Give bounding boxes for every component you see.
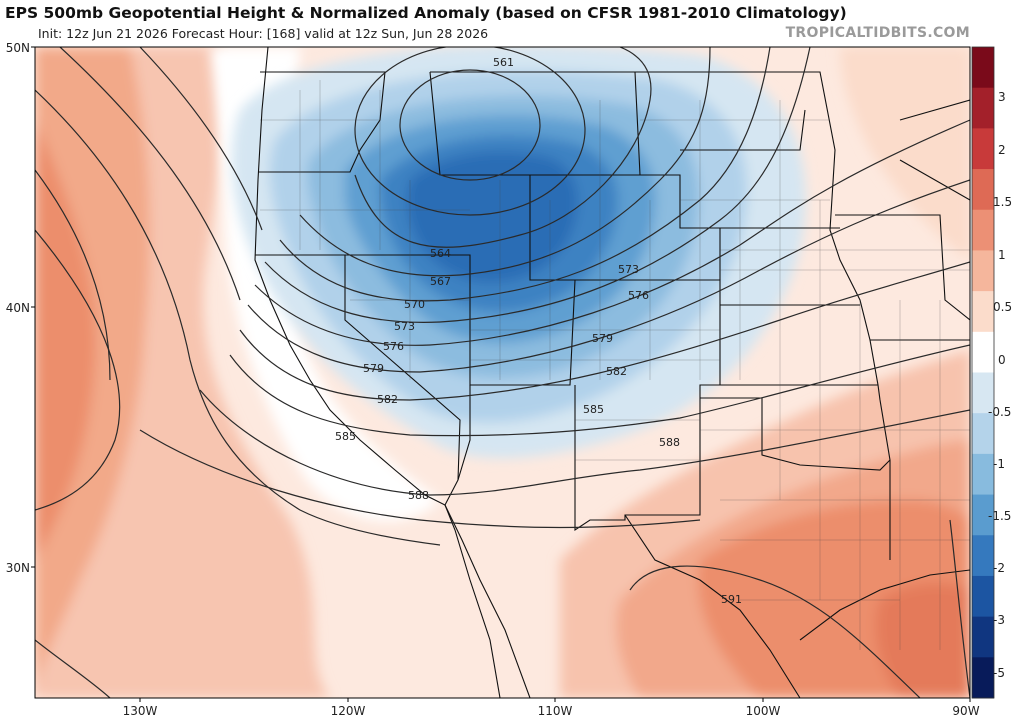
contour-label: 579 <box>363 362 384 375</box>
colorbar-segment <box>972 331 994 373</box>
height-contours <box>35 47 970 698</box>
colorbar-tick: -2 <box>993 561 1005 575</box>
contour-label: 582 <box>606 365 627 378</box>
colorbar-segment <box>972 87 994 129</box>
colorbar-segment <box>972 657 994 699</box>
colorbar-tick: 1 <box>998 248 1006 262</box>
contour-label: 582 <box>377 393 398 406</box>
map-title: EPS 500mb Geopotential Height & Normaliz… <box>5 4 847 22</box>
colorbar-segment <box>972 616 994 658</box>
contour-label: 573 <box>618 263 639 276</box>
colorbar-segment <box>972 128 994 170</box>
colorbar-segment <box>972 575 994 618</box>
colorbar-tick: -0.5 <box>988 405 1011 419</box>
colorbar-tick: 0.5 <box>993 300 1012 314</box>
contour-label: 588 <box>408 489 429 502</box>
colorbar-tick: -3 <box>993 613 1005 627</box>
colorbar-segment <box>972 169 994 211</box>
colorbar-tick: 1.5 <box>993 195 1012 209</box>
county-lines <box>260 80 970 650</box>
colorbar-tick: -1 <box>993 457 1005 471</box>
negative-anomaly <box>231 47 806 459</box>
lon-label-90w: 90W <box>952 704 979 718</box>
colorbar-segment <box>972 209 994 251</box>
colorbar-segment <box>972 494 994 536</box>
contour-label: 573 <box>394 320 415 333</box>
colorbar-segment <box>972 535 994 577</box>
colorbar <box>971 46 995 699</box>
lon-label-100w: 100W <box>746 704 781 718</box>
contour-label: 564 <box>430 247 451 260</box>
colorbar-frame <box>971 46 995 699</box>
lat-label-30n: 30N <box>6 561 30 575</box>
colorbar-segment <box>972 250 994 292</box>
map-subtitle: Init: 12z Jun 21 2026 Forecast Hour: [16… <box>38 26 489 41</box>
colorbar-tick: 3 <box>998 90 1006 104</box>
colorbar-segment <box>972 291 994 333</box>
contour-label: 570 <box>404 298 425 311</box>
contour-label: 588 <box>659 436 680 449</box>
colorbar-tick: -1.5 <box>988 509 1011 523</box>
colorbar-tick: -5 <box>993 666 1005 680</box>
brand-watermark: TROPICALTIDBITS.COM <box>785 25 970 41</box>
anomaly-field <box>35 47 970 698</box>
colorbar-tick: 0 <box>998 353 1006 367</box>
colorbar-segment <box>972 372 994 414</box>
contour-label: 585 <box>583 403 604 416</box>
contour-labels: 561 564 567 570 573 573 576 576 579 579 … <box>335 56 742 606</box>
colorbar-tick: 2 <box>998 143 1006 157</box>
lat-label-50n: 50N <box>6 41 30 55</box>
contour-label: 567 <box>430 275 451 288</box>
contour-label: 561 <box>493 56 514 69</box>
lon-labels: 130W 120W 110W 100W 90W <box>123 698 980 718</box>
contour-label: 576 <box>383 340 404 353</box>
colorbar-segment <box>972 47 994 89</box>
map-frame <box>34 46 971 699</box>
lat-label-40n: 40N <box>6 301 30 315</box>
positive-anomaly <box>560 350 970 698</box>
lat-labels: 50N 40N 30N <box>6 41 35 575</box>
lon-label-130w: 130W <box>123 704 158 718</box>
colorbar-segment <box>972 413 994 455</box>
contour-label: 591 <box>721 593 742 606</box>
lon-label-120w: 120W <box>331 704 366 718</box>
lon-label-110w: 110W <box>538 704 573 718</box>
contour-label: 576 <box>628 289 649 302</box>
colorbar-ticks: 3 2 1.5 1 0.5 0 -0.5 -1 -1.5 -2 -3 -5 <box>988 90 1012 680</box>
contour-label: 585 <box>335 430 356 443</box>
contour-label: 579 <box>592 332 613 345</box>
colorbar-segment <box>972 453 994 496</box>
